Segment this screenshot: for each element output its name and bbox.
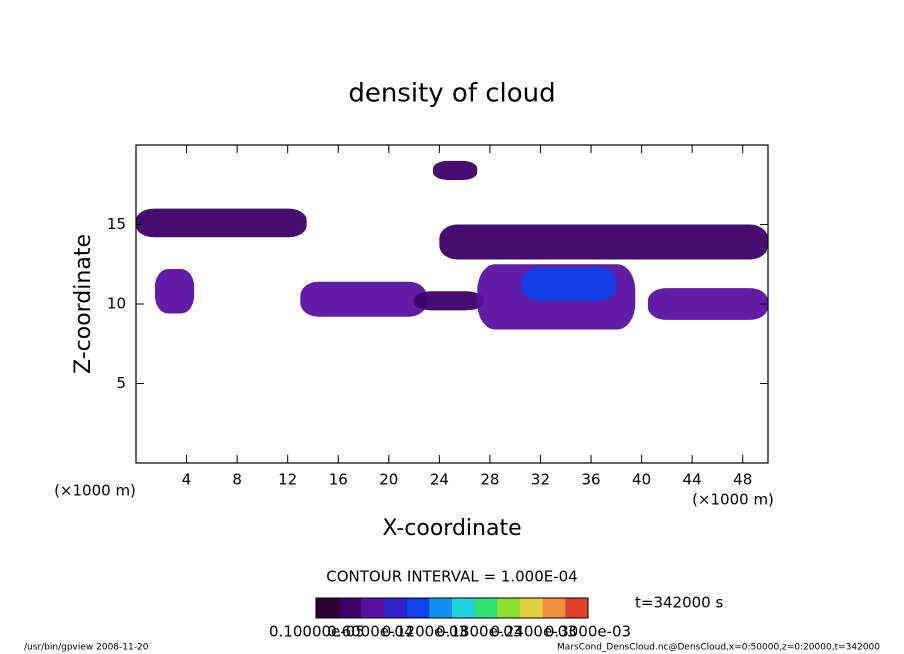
footer-right: MarsCond_DensCloud.nc@DensCloud,x=0:5000… [557, 643, 880, 653]
plot-area [136, 160, 768, 330]
colorbar-swatch [452, 598, 476, 618]
colorbar-swatch [384, 598, 408, 618]
x-tick-label: 28 [480, 471, 499, 489]
contour-interval: CONTOUR INTERVAL = 1.000E-04 [326, 568, 577, 586]
cloud-cell [300, 281, 427, 317]
x-tick-label: 16 [329, 471, 348, 489]
chart-title: density of cloud [348, 79, 555, 109]
cloud-cell [136, 208, 307, 238]
time-label: t=342000 s [635, 594, 723, 612]
x-unit: (×1000 m) [692, 491, 774, 509]
x-tick-label: 24 [430, 471, 449, 489]
y-tick-label: 10 [107, 295, 126, 313]
cloud-cell [154, 269, 195, 314]
x-tick-label: 44 [683, 471, 702, 489]
colorbar-swatch [316, 598, 340, 618]
colorbar-swatch [542, 598, 566, 618]
colorbar-label: 0.1200e-03 [382, 623, 468, 641]
x-tick-label: 32 [531, 471, 550, 489]
x-tick-label: 36 [581, 471, 600, 489]
x-tick-label: 48 [733, 471, 752, 489]
cloud-cell [521, 267, 617, 301]
colorbar-swatch [338, 598, 362, 618]
colorbar-swatch [474, 598, 498, 618]
y-tick-label: 5 [116, 374, 126, 392]
colorbar-swatch [520, 598, 544, 618]
colorbar-swatch [361, 598, 385, 618]
x-tick-label: 8 [232, 471, 242, 489]
cloud-cell [647, 288, 768, 320]
colorbar-swatch [429, 598, 453, 618]
x-axis-label: X-coordinate [382, 516, 521, 541]
y-axis-label: Z-coordinate [71, 234, 96, 374]
colorbar-label: 0.10000e-05 [269, 623, 365, 641]
x-tick-label: 20 [379, 471, 398, 489]
cloud-cell [439, 224, 768, 260]
colorbar-frame [315, 597, 589, 619]
colorbar-label: 0.2400e-03 [490, 623, 576, 641]
x-tick-label: 4 [182, 471, 192, 489]
footer-left: /usr/bin/gpview 2008-11-20 [24, 643, 149, 653]
colorbar-swatch [497, 598, 521, 618]
colorbar-label: 0.6000e-04 [327, 623, 413, 641]
cloud-cell [433, 160, 478, 180]
x-tick-label: 40 [632, 471, 651, 489]
colorbar-swatch [565, 598, 589, 618]
x-unit: (×1000 m) [54, 482, 136, 500]
x-tick-label: 12 [278, 471, 297, 489]
colorbar-label: 0.3000e-03 [545, 623, 631, 641]
colorbar-swatch [406, 598, 430, 618]
cloud-cell [414, 291, 484, 311]
y-tick-label: 15 [107, 215, 126, 233]
colorbar-label: 0.1800e-03 [436, 623, 522, 641]
